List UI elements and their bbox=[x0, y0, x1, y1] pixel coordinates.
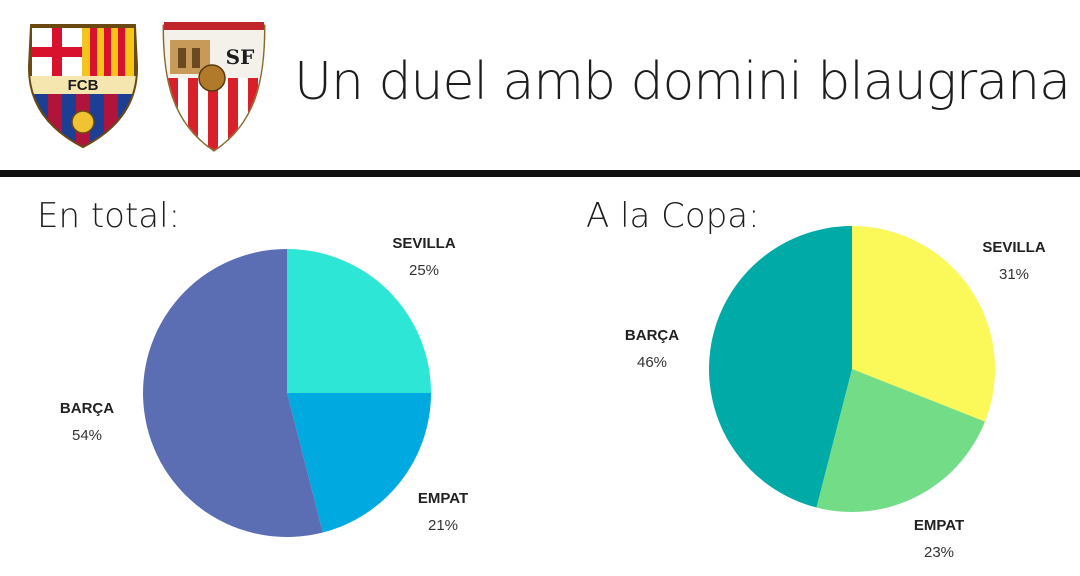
fcb-crest-letters: FCB bbox=[68, 77, 99, 94]
pie-label-total-sevilla-name: SEVILLA bbox=[392, 235, 456, 252]
pie-slice-copa-empat bbox=[816, 369, 985, 513]
pie-label-total-empat-name: EMPAT bbox=[418, 490, 468, 507]
pie-label-copa-sevilla-name: SEVILLA bbox=[982, 239, 1046, 256]
pie-label-copa-barca-name: BARÇA bbox=[625, 327, 679, 344]
page-title: Un duel amb domini blaugrana bbox=[294, 52, 1071, 112]
pie-label-copa-empat-name: EMPAT bbox=[914, 517, 964, 534]
pie-label-copa-empat-value: 23% bbox=[924, 544, 954, 561]
sevilla-fc-crest-icon: SF bbox=[158, 18, 270, 158]
chart-title-total: En total: bbox=[37, 196, 181, 236]
pie-label-total-sevilla-value: 25% bbox=[409, 262, 439, 279]
pie-slice-total-barca bbox=[143, 249, 323, 537]
pie-slice-total-sevilla bbox=[287, 249, 431, 393]
header-divider bbox=[0, 170, 1080, 177]
fc-barcelona-crest-icon: FCB bbox=[24, 22, 142, 150]
header: FCB SF bbox=[0, 0, 1080, 172]
pie-label-total-barca-value: 54% bbox=[72, 427, 102, 444]
pie-slice-total-empat bbox=[287, 393, 432, 533]
pie-label-total-barca-name: BARÇA bbox=[60, 400, 114, 417]
sevilla-crest-letters: SF bbox=[226, 45, 255, 69]
chart-title-copa: A la Copa: bbox=[586, 196, 760, 236]
pie-label-copa-sevilla-value: 31% bbox=[999, 266, 1029, 283]
pie-label-copa-barca-value: 46% bbox=[637, 354, 667, 371]
pie-slice-copa-sevilla bbox=[852, 226, 996, 422]
pie-label-total-empat-value: 21% bbox=[428, 517, 458, 534]
pie-slice-copa-barca bbox=[708, 225, 852, 508]
